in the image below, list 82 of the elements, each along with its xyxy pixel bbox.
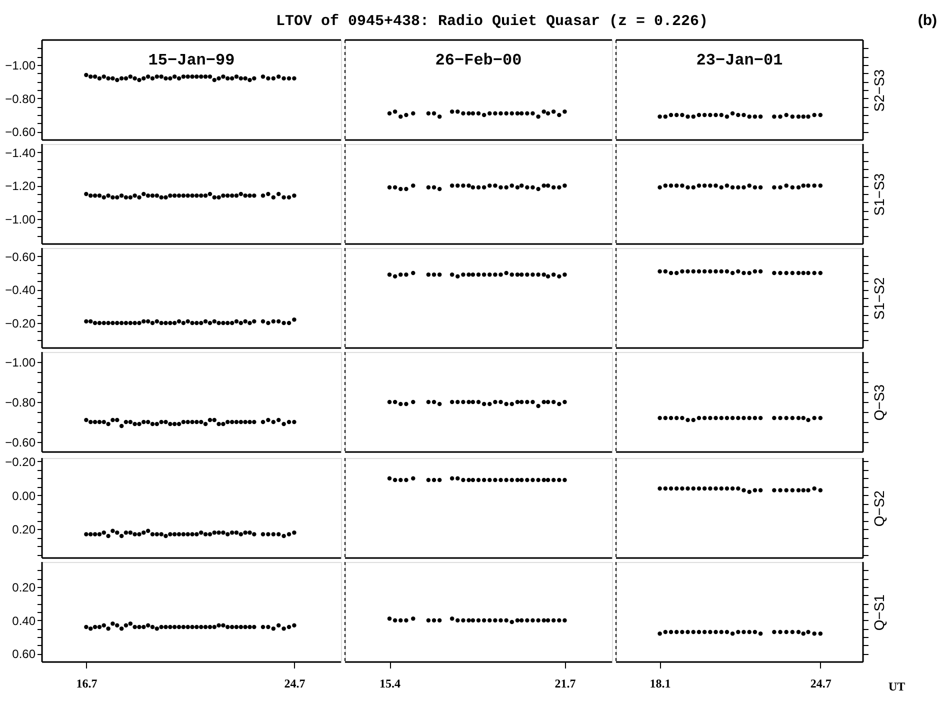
point <box>276 418 281 422</box>
y-tick-label: −1.20 <box>5 179 36 194</box>
text: LTOV of 0945+438: Radio Quiet Quasar (z = 0.226) <box>276 13 708 30</box>
y-tick-label: −0.60 <box>5 125 36 140</box>
point <box>203 422 208 426</box>
point <box>282 422 286 426</box>
point <box>286 420 292 424</box>
point <box>271 420 276 424</box>
point <box>260 420 266 424</box>
point <box>142 420 146 424</box>
point <box>176 422 182 426</box>
x-tick-label: 16.7 <box>76 676 98 690</box>
point <box>159 420 164 424</box>
text: 26−Feb−00 <box>435 51 522 70</box>
point <box>97 420 102 424</box>
point <box>164 420 168 424</box>
point <box>137 422 142 426</box>
x-tick-label: 18.1 <box>650 676 671 690</box>
y-tick-label: 0.60 <box>12 647 36 662</box>
point <box>186 420 190 424</box>
text: 23−Jan−01 <box>696 51 783 70</box>
y-tick-label: 0.20 <box>12 522 36 537</box>
point <box>234 420 239 424</box>
point <box>154 422 160 426</box>
point <box>106 422 110 426</box>
y-tick-label: 0.20 <box>12 580 36 594</box>
y-tick-label: −0.60 <box>5 436 36 450</box>
point <box>172 422 177 426</box>
point <box>252 420 256 424</box>
y-tick-label: −0.20 <box>5 316 36 330</box>
y-tick-label: 0.00 <box>12 488 36 503</box>
y-tick-label: −0.80 <box>5 92 36 106</box>
point <box>238 420 244 424</box>
point <box>128 420 133 424</box>
point <box>212 418 216 422</box>
text: (b) <box>918 12 937 29</box>
text: 15−Jan−99 <box>148 51 235 70</box>
point <box>124 420 128 424</box>
point <box>146 420 150 424</box>
y-axis-title: Q−S3 <box>871 384 887 421</box>
point <box>119 424 124 428</box>
point <box>194 420 199 424</box>
x-tick-label: 24.7 <box>810 676 832 690</box>
point <box>92 420 98 424</box>
point <box>208 418 212 422</box>
point <box>150 422 155 426</box>
point <box>132 422 137 426</box>
point <box>216 422 221 426</box>
y-axis-title: S2−S3 <box>871 69 887 112</box>
point <box>115 418 120 422</box>
y-tick-label: −1.00 <box>5 212 36 226</box>
point <box>88 420 93 424</box>
point <box>248 420 252 424</box>
point <box>102 420 106 424</box>
y-tick-label: −0.20 <box>5 454 36 469</box>
x-tick-label: 21.7 <box>554 676 576 690</box>
y-tick-label: −0.60 <box>5 250 36 264</box>
point <box>243 420 248 424</box>
y-tick-label: 0.40 <box>12 614 36 628</box>
point <box>181 420 186 424</box>
x-tick-label: 15.4 <box>380 676 400 690</box>
point <box>230 420 234 424</box>
point <box>190 420 194 424</box>
point <box>110 418 115 422</box>
y-tick-label: −1.00 <box>5 58 36 72</box>
point <box>84 418 88 422</box>
y-axis-title: Q−S2 <box>871 490 887 527</box>
x-tick-label: 24.7 <box>284 676 306 690</box>
point <box>266 418 270 422</box>
x-axis-title: UT <box>888 680 906 694</box>
y-tick-label: −0.40 <box>5 283 36 298</box>
y-axis-title: S1−S2 <box>871 277 887 320</box>
point <box>199 420 204 424</box>
y-axis-title: Q−S1 <box>871 594 887 631</box>
point <box>221 422 226 426</box>
point <box>292 420 296 424</box>
point <box>226 420 230 424</box>
y-tick-label: −1.00 <box>5 356 36 370</box>
y-tick-label: −0.80 <box>5 396 36 410</box>
y-axis-title: S1−S3 <box>871 173 887 216</box>
point <box>168 422 172 426</box>
y-tick-label: −1.40 <box>5 146 36 160</box>
